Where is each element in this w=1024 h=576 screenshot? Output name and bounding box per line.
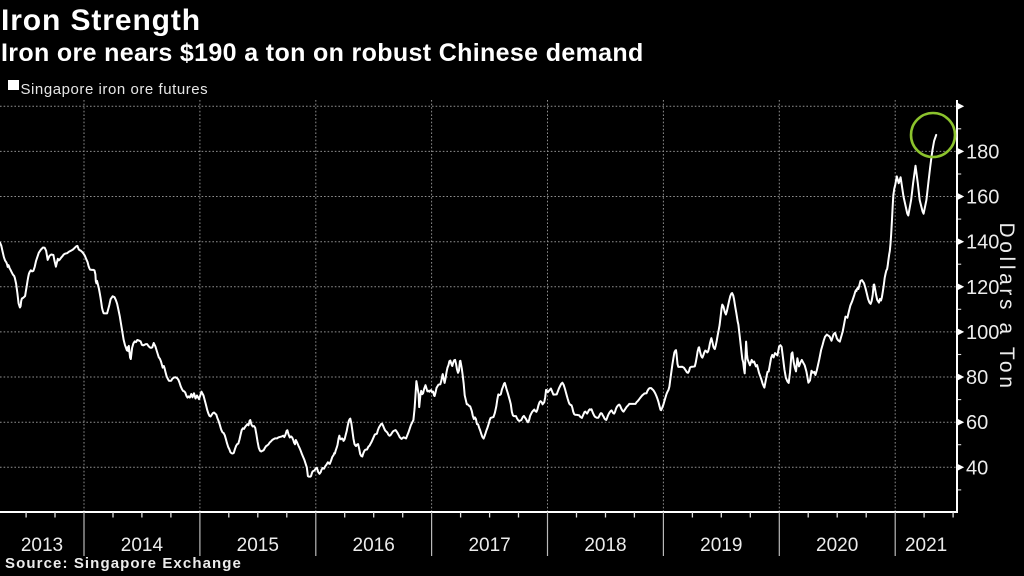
- svg-text:40: 40: [966, 457, 988, 479]
- svg-text:Dollars a Ton: Dollars a Ton: [995, 223, 1018, 392]
- svg-text:140: 140: [966, 232, 999, 254]
- svg-text:100: 100: [966, 322, 999, 344]
- svg-text:2016: 2016: [353, 535, 395, 556]
- svg-text:2017: 2017: [468, 535, 510, 556]
- svg-text:2020: 2020: [816, 535, 858, 556]
- svg-text:2014: 2014: [121, 535, 164, 556]
- svg-text:80: 80: [966, 367, 988, 389]
- svg-text:120: 120: [966, 277, 999, 299]
- svg-text:160: 160: [966, 187, 999, 209]
- svg-text:60: 60: [966, 412, 988, 434]
- svg-text:180: 180: [966, 141, 999, 163]
- svg-text:2013: 2013: [21, 535, 63, 556]
- svg-text:2021: 2021: [905, 535, 947, 556]
- svg-text:2018: 2018: [584, 535, 626, 556]
- svg-text:2015: 2015: [237, 535, 279, 556]
- svg-text:2019: 2019: [700, 535, 742, 556]
